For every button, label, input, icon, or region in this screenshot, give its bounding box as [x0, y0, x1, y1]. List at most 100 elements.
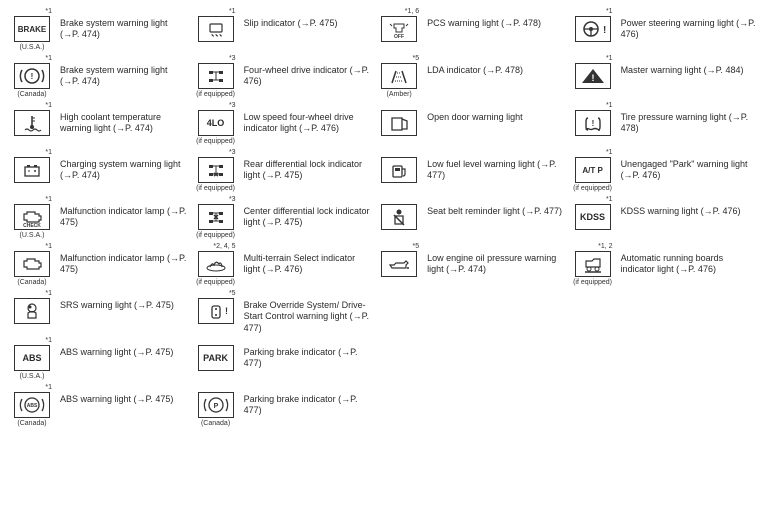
- icon-sublabel: (U.S.A.): [20, 231, 45, 240]
- oil-icon: [381, 251, 417, 277]
- icon-wrap: *1, 6OFF: [377, 8, 421, 52]
- warning-description: Parking brake indicator (→P. 477): [244, 337, 372, 370]
- footnote-ref: *1: [45, 243, 52, 251]
- warning-item: *1!(Canada)Brake system warning light (→…: [10, 55, 188, 99]
- warning-item: Seat belt reminder light (→P. 477): [377, 196, 564, 240]
- icon-wrap: *5: [377, 243, 421, 287]
- icon-sublabel: (if equipped): [196, 231, 235, 240]
- warning-item: *1 Slip indicator (→P. 475): [194, 8, 372, 52]
- warning-description: PCS warning light (→P. 478): [427, 8, 564, 29]
- warning-item: PARK Parking brake indicator (→P. 477): [194, 337, 372, 381]
- icon-sublabel: (Canada): [17, 419, 46, 428]
- footnote-ref: *1: [45, 337, 52, 345]
- warning-description: Rear differential lock indicator light (…: [244, 149, 372, 182]
- icon-wrap: *1!: [571, 102, 615, 146]
- icon-sublabel: (if equipped): [196, 90, 235, 99]
- icon-wrap: PARK: [194, 337, 238, 381]
- warning-description: Unengaged "Park" warning light (→P. 476): [621, 149, 758, 182]
- icon-wrap: *3(if equipped): [194, 149, 238, 193]
- park-text-icon: PARK: [198, 345, 234, 371]
- warning-item: *1CHECK(U.S.A.)Malfunction indicator lam…: [10, 196, 188, 240]
- footnote-ref: *1, 2: [598, 243, 612, 251]
- park-circle-icon: P: [198, 392, 234, 418]
- footnote-ref: *1: [45, 8, 52, 16]
- warning-description: Open door warning light: [427, 102, 564, 123]
- brake-text-icon: BRAKE: [14, 16, 50, 42]
- warning-description: Parking brake indicator (→P. 477): [244, 384, 372, 417]
- fourwd-icon: [198, 63, 234, 89]
- column-4: *1!Power steering warning light (→P. 476…: [571, 8, 758, 428]
- warning-description: Low engine oil pressure warning light (→…: [427, 243, 564, 276]
- temp-icon: [14, 110, 50, 136]
- master-icon: !: [575, 63, 611, 89]
- warning-description: Brake system warning light (→P. 474): [60, 8, 188, 41]
- warning-item: Low fuel level warning light (→P. 477): [377, 149, 564, 193]
- icon-wrap: *1!: [571, 8, 615, 52]
- svg-text:!: !: [591, 73, 594, 83]
- footnote-ref: *3: [229, 55, 236, 63]
- footnote-ref: *3: [229, 196, 236, 204]
- icon-sublabel: (if equipped): [573, 278, 612, 287]
- footnote-ref: *1: [229, 8, 236, 16]
- warning-description: Tire pressure warning light (→P. 478): [621, 102, 758, 135]
- warning-description: Low speed four-wheel drive indicator lig…: [244, 102, 372, 135]
- icon-wrap: [377, 149, 421, 193]
- icon-wrap: *1, 2 (if equipped): [571, 243, 615, 287]
- engine-icon: [14, 251, 50, 277]
- svg-text:!: !: [225, 306, 228, 316]
- warning-item: *34LO(if equipped)Low speed four-wheel d…: [194, 102, 372, 146]
- tire-icon: !: [575, 110, 611, 136]
- steering-icon: !: [575, 16, 611, 42]
- warning-description: Malfunction indicator lamp (→P. 475): [60, 196, 188, 229]
- brake-override-icon: !: [198, 298, 234, 324]
- fuel-icon: [381, 157, 417, 183]
- warning-description: Master warning light (→P. 484): [621, 55, 758, 76]
- warning-item: *1!Tire pressure warning light (→P. 478): [571, 102, 758, 146]
- warning-description: Brake system warning light (→P. 474): [60, 55, 188, 88]
- footnote-ref: *1: [606, 8, 613, 16]
- icon-wrap: *5(Amber): [377, 55, 421, 99]
- warning-item: *3(if equipped)Center differential lock …: [194, 196, 372, 240]
- icon-wrap: *1: [10, 290, 54, 334]
- warning-description: Slip indicator (→P. 475): [244, 8, 372, 29]
- check-engine-icon: CHECK: [14, 204, 50, 230]
- seatbelt-icon: [381, 204, 417, 230]
- warning-description: SRS warning light (→P. 475): [60, 290, 188, 311]
- footnote-ref: *1: [45, 290, 52, 298]
- warning-description: ABS warning light (→P. 475): [60, 384, 188, 405]
- warning-item: *1!Power steering warning light (→P. 476…: [571, 8, 758, 52]
- warning-description: Multi-terrain Select indicator light (→P…: [244, 243, 372, 276]
- column-1: *1BRAKE(U.S.A.)Brake system warning ligh…: [10, 8, 188, 428]
- warning-item: *1A/T P(if equipped)Unengaged "Park" war…: [571, 149, 758, 193]
- warning-item: *1 SRS warning light (→P. 475): [10, 290, 188, 334]
- warning-light-table: *1BRAKE(U.S.A.)Brake system warning ligh…: [10, 8, 758, 428]
- footnote-ref: *2, 4, 5: [213, 243, 235, 251]
- icon-wrap: *1(Canada): [10, 243, 54, 287]
- footnote-ref: *5: [413, 55, 420, 63]
- center-diff-icon: [198, 204, 234, 230]
- kdss-icon: KDSS: [575, 204, 611, 230]
- footnote-ref: *3: [229, 102, 236, 110]
- footnote-ref: *1: [45, 149, 52, 157]
- icon-wrap: *3 (if equipped): [194, 196, 238, 240]
- warning-item: *5!Brake Override System/ Drive-Start Co…: [194, 290, 372, 334]
- icon-wrap: *1: [10, 102, 54, 146]
- warning-item: *1Charging system warning light (→P. 474…: [10, 149, 188, 193]
- icon-wrap: *1: [10, 149, 54, 193]
- warning-item: *1KDSSKDSS warning light (→P. 476): [571, 196, 758, 240]
- icon-sublabel: (if equipped): [196, 137, 235, 146]
- footnote-ref: *1: [606, 55, 613, 63]
- footnote-ref: *1, 6: [405, 8, 419, 16]
- warning-description: Automatic running boards indicator light…: [621, 243, 758, 276]
- icon-wrap: [377, 102, 421, 146]
- slip-icon: [198, 16, 234, 42]
- icon-wrap: *1A/T P(if equipped): [571, 149, 615, 193]
- warning-description: Malfunction indicator lamp (→P. 475): [60, 243, 188, 276]
- warning-description: Four-wheel drive indicator (→P. 476): [244, 55, 372, 88]
- warning-description: Low fuel level warning light (→P. 477): [427, 149, 564, 182]
- warning-item: *1! Master warning light (→P. 484): [571, 55, 758, 99]
- icon-sublabel: (U.S.A.): [20, 43, 45, 52]
- warning-description: Power steering warning light (→P. 476): [621, 8, 758, 41]
- warning-item: *1(Canada)Malfunction indicator lamp (→P…: [10, 243, 188, 287]
- column-3: *1, 6OFF PCS warning light (→P. 478) *5(Am…: [377, 8, 564, 428]
